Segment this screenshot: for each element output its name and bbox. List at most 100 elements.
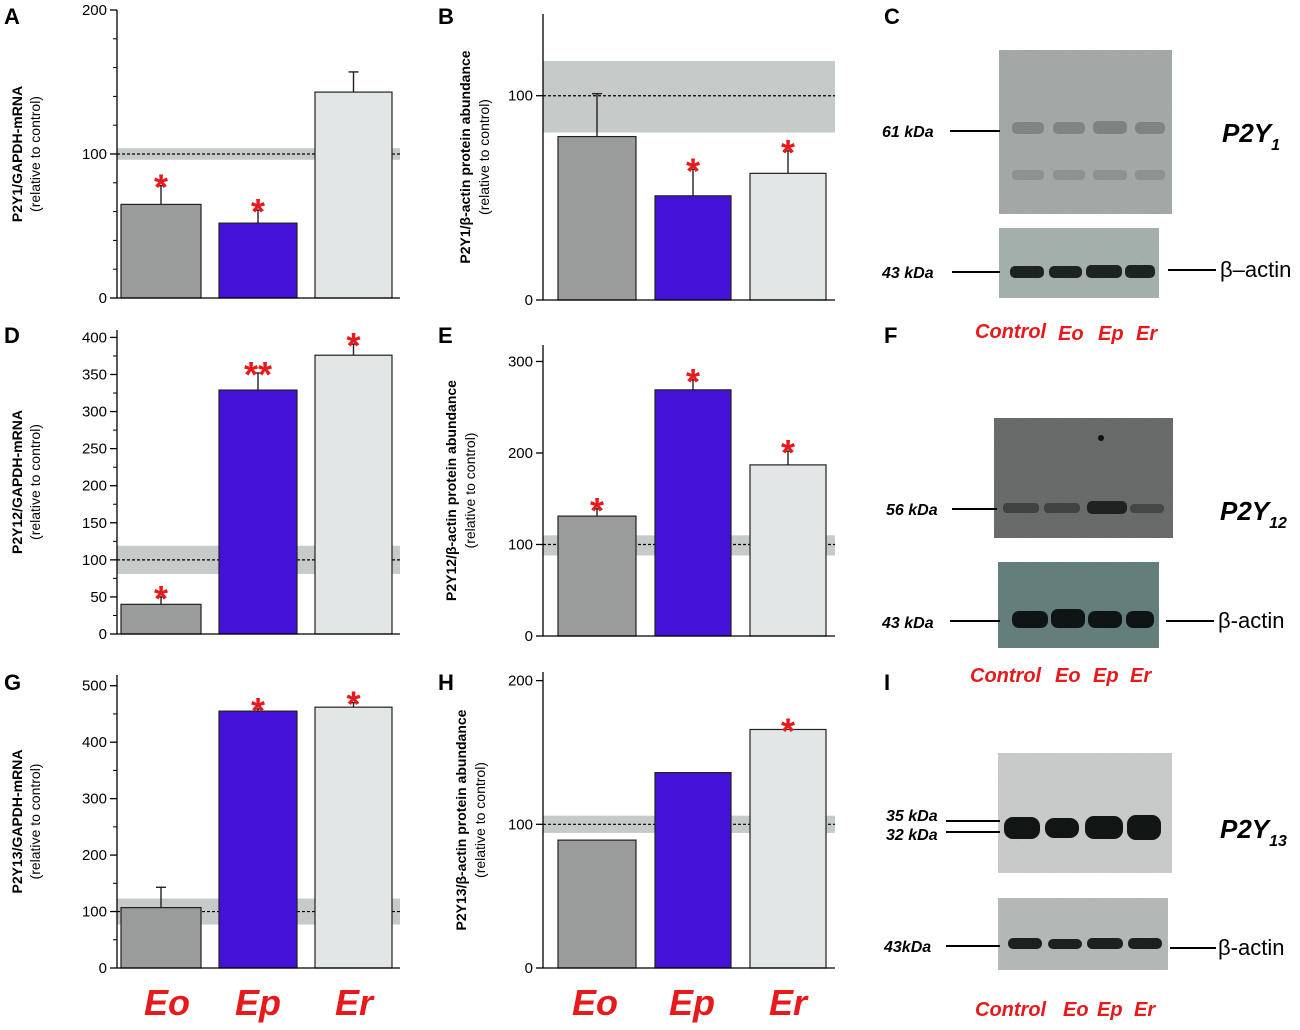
blot-band — [1130, 504, 1164, 513]
y-axis-subtitle: (relative to control) — [27, 96, 43, 212]
panel-label-f: F — [884, 323, 897, 348]
y-tick-label: 0 — [525, 628, 533, 645]
blot-band — [1127, 815, 1161, 840]
blot-band — [1003, 503, 1039, 513]
blot-panel-f: 56 kDa P2Y12 43 kDa β-actin Control Eo E… — [881, 418, 1287, 687]
y-axis-title: P2Y13/β-actin protein abundance — [453, 709, 469, 930]
y-tick-label: 350 — [82, 366, 107, 383]
category-label-eo-2: Eo — [572, 982, 618, 1023]
blot-band — [1004, 817, 1040, 839]
panel-label-i: I — [884, 670, 890, 695]
blot-band — [1088, 611, 1122, 628]
significance-star: * — [590, 490, 604, 531]
blot-bands-actin — [1008, 938, 1162, 949]
y-axis-subtitle: (relative to control) — [476, 99, 492, 215]
bar-ep — [218, 389, 298, 635]
blot-band — [1051, 609, 1085, 628]
kda-label-43: 43 kDa — [881, 265, 934, 282]
category-label-er: Er — [335, 982, 375, 1023]
significance-star: * — [346, 684, 360, 725]
y-tick-label: 100 — [508, 816, 533, 833]
significance-star: * — [781, 710, 795, 751]
panel-label-e: E — [438, 323, 453, 348]
protein-label-p2y1: P2Y1 — [1222, 118, 1280, 154]
lane-labels: Control Eo Ep Er — [970, 665, 1152, 687]
blot-bands-actin — [1012, 609, 1154, 628]
lane-label: Er — [1136, 323, 1158, 345]
chart-panel-a: * * 0 100 200 P2Y1/GAPDH-mRNA (relative to con… — [9, 2, 400, 307]
y-tick-label: 0 — [99, 290, 107, 307]
y-tick-label: 200 — [82, 2, 107, 19]
blot-band — [1135, 170, 1165, 180]
lane-label: Ep — [1097, 999, 1123, 1021]
y-axis-subtitle: (relative to control) — [472, 762, 488, 878]
actin-label: β–actin — [1220, 257, 1291, 282]
y-tick-label: 100 — [508, 88, 533, 105]
control-band — [543, 60, 835, 133]
chart-panel-b: * * 0 100 P2Y1/β-actin protein abundance (rel… — [457, 14, 835, 309]
panel-label-h: H — [438, 670, 454, 695]
panel-label-a: A — [4, 4, 20, 29]
actin-label: β-actin — [1218, 935, 1284, 960]
significance-star: * — [781, 132, 795, 173]
lane-labels: Control Eo Ep Er — [975, 321, 1158, 345]
y-axis-subtitle: (relative to control) — [27, 764, 43, 880]
y-axis-title: P2Y13/GAPDH-mRNA — [9, 750, 25, 894]
chart-panel-g: * * 0 100 200 300 400 500 P2Y13/GAPDH-mRNA (relat… — [9, 675, 400, 977]
bar-er — [314, 354, 393, 635]
blot-band — [1044, 503, 1080, 513]
lane-label: Er — [1134, 999, 1156, 1021]
blot-band — [1135, 122, 1165, 134]
lane-label: Ep — [1098, 323, 1124, 345]
bar-er — [314, 91, 393, 299]
lane-label: Eo — [1055, 665, 1081, 687]
blot-membrane-actin — [999, 228, 1159, 298]
panel-label-b: B — [438, 4, 454, 29]
y-tick-label: 500 — [82, 678, 107, 695]
blot-bands-actin — [1010, 265, 1155, 278]
blot-membrane-actin — [998, 898, 1168, 970]
blot-membrane-p2y13 — [998, 753, 1172, 873]
blot-band — [1053, 122, 1085, 134]
category-label-ep: Ep — [235, 982, 281, 1023]
lane-label: Control — [970, 665, 1042, 687]
blot-band — [1086, 265, 1122, 278]
y-tick-label: 0 — [525, 292, 533, 309]
category-label-ep-2: Ep — [669, 982, 715, 1023]
blot-band — [1087, 938, 1123, 949]
kda-label-56: 56 kDa — [886, 502, 938, 519]
y-tick-label: 250 — [82, 441, 107, 458]
y-tick-label: 400 — [82, 734, 107, 751]
blot-band — [1008, 938, 1042, 949]
significance-star: * — [251, 191, 265, 232]
blot-bands-p2y13 — [1004, 815, 1161, 840]
blot-band — [1045, 818, 1079, 838]
significance-star: * — [686, 361, 700, 402]
blot-band — [1053, 170, 1085, 180]
bar-ep — [218, 222, 298, 299]
blot-band — [1012, 170, 1044, 180]
kda-label-32: 32 kDa — [886, 827, 938, 844]
blot-bands-p2y1 — [1012, 121, 1165, 180]
blot-band — [1010, 266, 1044, 278]
bar-eo — [557, 515, 637, 637]
y-tick-label: 400 — [82, 329, 107, 346]
bar-eo — [557, 135, 637, 301]
blot-panel-c: 61 kDa P2Y1 43 kDa β–actin Control Eo Ep… — [881, 50, 1291, 345]
category-label-er-2: Er — [769, 982, 809, 1023]
bar-er — [749, 464, 827, 637]
lane-label: Control — [975, 999, 1047, 1021]
lane-label: Er — [1130, 665, 1152, 687]
blot-band — [1093, 170, 1127, 180]
y-axis-title: P2Y12/GAPDH-mRNA — [9, 410, 25, 554]
blot-band — [1085, 816, 1123, 839]
significance-star: * — [781, 432, 795, 473]
kda-label-61: 61 kDa — [882, 124, 934, 141]
lane-label: Control — [975, 321, 1047, 343]
chart-panel-d: ****050100150200250300350400P2Y12/GAPDH-… — [9, 325, 400, 643]
lane-label: Ep — [1093, 665, 1119, 687]
significance-star: * — [154, 578, 168, 619]
y-tick-label: 150 — [82, 515, 107, 532]
blot-band — [1128, 938, 1162, 949]
